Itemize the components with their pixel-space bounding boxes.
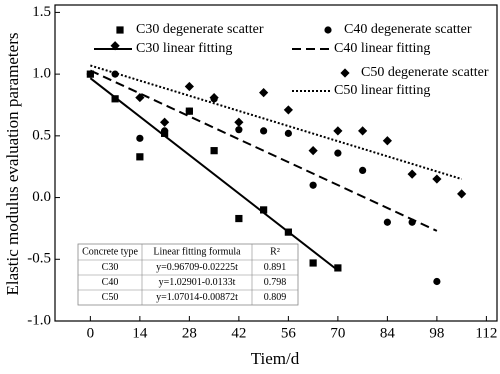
x-tick-label: 42: [231, 325, 246, 341]
y-tick-label: 0.0: [32, 189, 51, 205]
x-tick-label: 56: [281, 325, 297, 341]
marker-circle: [161, 127, 169, 135]
legend-label: C40 degenerate scatter: [344, 22, 472, 37]
marker-square: [260, 206, 268, 214]
table-cell: C50: [102, 292, 119, 303]
y-tick-label: -0.5: [27, 251, 51, 267]
marker-circle: [383, 218, 391, 226]
table-cell: y=1.07014-0.00872t: [156, 292, 238, 303]
table-cell: 0.809: [264, 292, 287, 303]
marker-diamond: [259, 88, 269, 98]
marker-circle: [111, 70, 119, 78]
marker-circle: [309, 181, 317, 189]
table-cell: 0.798: [264, 277, 287, 288]
marker-square: [116, 26, 124, 34]
marker-diamond: [382, 136, 392, 146]
marker-diamond: [234, 117, 244, 127]
x-tick-label: 0: [87, 325, 95, 341]
marker-diamond: [184, 81, 194, 92]
marker-square: [235, 214, 243, 223]
x-axis-title: Tiem/d: [251, 349, 300, 368]
x-tick-label: 98: [429, 325, 444, 341]
x-tick-label: 112: [475, 325, 497, 341]
marker-square: [111, 95, 119, 103]
x-tick-label: 14: [132, 325, 148, 341]
y-tick-label: 0.5: [32, 127, 51, 143]
x-tick-label: 70: [330, 325, 345, 341]
table-cell: 0.891: [264, 262, 287, 273]
legend-label: C30 degenerate scatter: [136, 22, 264, 37]
marker-circle: [433, 277, 441, 286]
marker-diamond: [308, 146, 318, 156]
marker-diamond: [407, 169, 417, 179]
marker-diamond: [110, 41, 120, 51]
x-tick-label: 84: [380, 325, 396, 341]
legend-label: C50 linear fitting: [334, 83, 430, 98]
table-cell: Concrete type: [82, 246, 138, 257]
marker-circle: [235, 126, 243, 134]
legend-label: C50 degenerate scatter: [361, 65, 489, 80]
marker-circle: [334, 149, 342, 157]
marker-diamond: [358, 126, 368, 136]
marker-diamond: [457, 189, 467, 199]
fit-line: [89, 69, 438, 232]
marker-square: [334, 264, 342, 272]
y-tick-label: 1.0: [32, 66, 51, 82]
marker-diamond: [283, 105, 293, 115]
marker-circle: [359, 166, 367, 175]
marker-square: [309, 259, 317, 267]
marker-circle: [185, 107, 193, 115]
marker-circle: [260, 127, 268, 135]
marker-diamond: [135, 92, 145, 103]
fit-line: [89, 77, 339, 272]
marker-diamond: [432, 174, 442, 184]
fit-line: [90, 64, 462, 181]
y-axis-title: Elastic modulus evaluation parameters: [3, 33, 22, 296]
marker-square: [210, 147, 218, 155]
table-cell: y=1.02901-0.0133t: [159, 277, 236, 288]
marker-diamond: [333, 126, 343, 136]
y-tick-label: -1.0: [27, 312, 51, 328]
marker-square: [136, 153, 144, 161]
table-cell: R²: [270, 246, 280, 257]
table-frame: [77, 243, 299, 306]
marker-circle: [136, 134, 144, 142]
marker-circle: [324, 26, 332, 34]
table-cell: Linear fitting formula: [153, 246, 241, 257]
legend-label: C30 linear fitting: [136, 41, 232, 56]
marker-diamond: [160, 117, 170, 127]
marker-diamond: [340, 68, 350, 78]
marker-diamond: [209, 92, 219, 103]
marker-circle: [284, 129, 292, 137]
table-cell: C30: [102, 262, 119, 273]
y-tick-label: 1.5: [32, 4, 51, 20]
table-cell: y=0.96709-0.02225t: [156, 262, 238, 273]
table-cell: C40: [102, 277, 119, 288]
x-tick-label: 28: [182, 325, 197, 341]
legend-label: C40 linear fitting: [334, 41, 430, 56]
plot-frame: [54, 4, 498, 322]
